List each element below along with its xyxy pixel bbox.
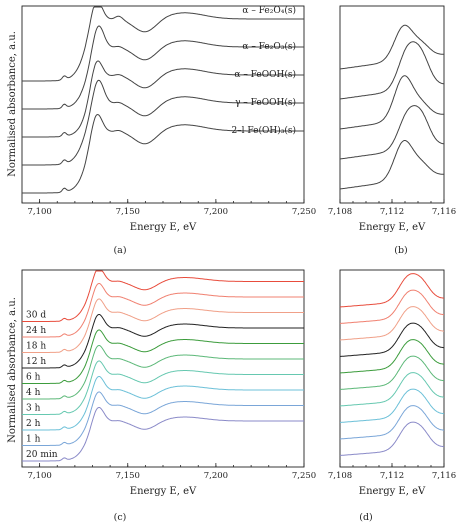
series-label-c: 12 h (26, 357, 46, 367)
x-tick-label: 7,200 (204, 471, 228, 481)
x-tick-label: 7,112 (380, 471, 404, 481)
panel-b-frame (339, 5, 445, 204)
series-line-c (22, 391, 304, 446)
series-line-c (22, 345, 304, 400)
series-label-c: 4 h (26, 388, 41, 398)
series-label-c: 30 d (26, 311, 46, 321)
series-line-a (22, 6, 304, 82)
series-label-a: 2–l Fe(OH)₃(s) (231, 125, 296, 136)
series-line-b (339, 41, 444, 100)
caption-b: (b) (394, 245, 408, 256)
series-line-d (339, 289, 445, 324)
xlabel-d: Energy E, eV (359, 486, 426, 497)
series-line-d (339, 372, 445, 407)
xlabel-b: Energy E, eV (359, 222, 426, 233)
series-line-b (339, 105, 444, 160)
series-label-c: 2 h (26, 419, 41, 429)
series-line-d (339, 355, 445, 390)
x-tick-label: 7,116 (432, 207, 456, 217)
series-label-c: 6 h (26, 373, 41, 383)
caption-d: (d) (359, 512, 373, 523)
x-tick-label: 7,116 (432, 471, 456, 481)
series-line-b (339, 24, 444, 70)
caption-c: (c) (114, 512, 127, 523)
series-line-d (339, 405, 445, 440)
series-label-a: α – FeOOH(s) (234, 69, 296, 80)
series-line-d (339, 273, 445, 308)
series-label-a: α – Fe₂O₃(s) (242, 41, 296, 52)
panel-c-frame (21, 269, 305, 468)
ylabel-bottom: Normalised absorbance, a.u. (7, 297, 18, 443)
x-tick-label: 7,100 (27, 471, 51, 481)
series-line-c (22, 298, 304, 353)
series-line-c (22, 314, 304, 369)
series-line-d (339, 339, 445, 374)
series-label-a: α – Fe₂O₄(s) (242, 5, 296, 16)
series-line-a (22, 113, 304, 194)
series-line-d (339, 322, 445, 357)
series-line-c (22, 407, 304, 462)
series-line-a (22, 60, 304, 138)
x-tick-label: 7,100 (27, 207, 51, 217)
ylabel-top: Normalised absorbance, a.u. (7, 31, 18, 177)
series-line-b (339, 75, 444, 130)
series-label-c: 1 h (26, 435, 41, 445)
series-label-c: 3 h (26, 404, 41, 414)
series-line-d (339, 388, 445, 423)
series-line-c (22, 283, 304, 338)
series-line-a (22, 25, 304, 110)
x-tick-label: 7,250 (292, 207, 316, 217)
series-label-a: γ – FeOOH(s) (235, 97, 296, 108)
x-tick-label: 7,250 (292, 471, 316, 481)
series-line-b (339, 140, 444, 190)
x-tick-label: 7,112 (380, 207, 404, 217)
x-tick-label: 7,150 (116, 207, 140, 217)
series-label-c: 18 h (26, 342, 46, 352)
x-tick-label: 7,108 (328, 471, 352, 481)
series-label-c: 24 h (26, 326, 46, 336)
series-line-a (22, 79, 304, 166)
xlabel-c: Energy E, eV (130, 486, 197, 497)
series-line-c (22, 360, 304, 415)
x-tick-label: 7,200 (204, 207, 228, 217)
series-line-d (339, 306, 445, 341)
series-line-d (339, 421, 445, 456)
x-tick-label: 7,108 (328, 207, 352, 217)
series-label-c: 20 min (26, 450, 58, 460)
x-tick-label: 7,150 (116, 471, 140, 481)
caption-a: (a) (113, 245, 126, 256)
series-line-c (22, 376, 304, 431)
series-line-c (22, 329, 304, 384)
series-line-c (22, 270, 304, 322)
xlabel-a: Energy E, eV (130, 222, 197, 233)
